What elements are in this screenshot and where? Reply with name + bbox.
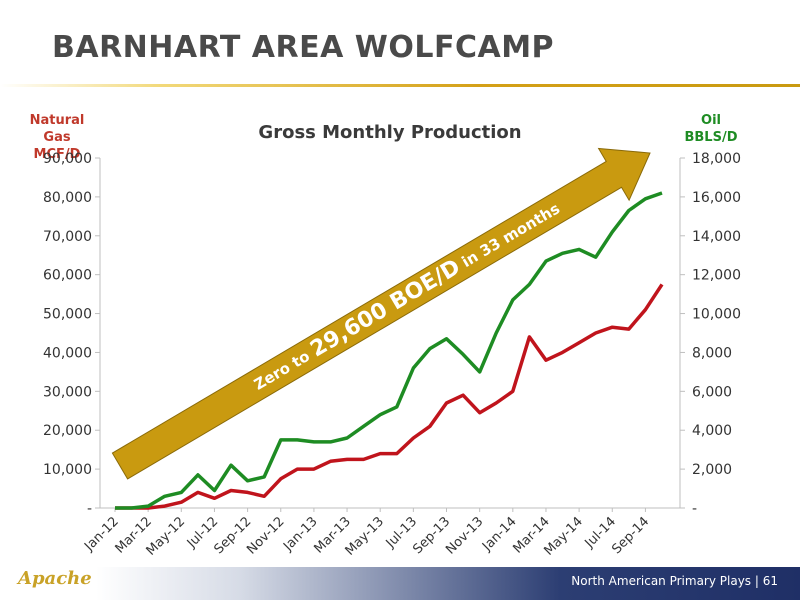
right-tick-label: 16,000 xyxy=(692,190,741,206)
chart-axes xyxy=(95,157,685,512)
chart-title: Gross Monthly Production xyxy=(258,122,522,143)
growth-arrow-annotation: Zero to 29,600 BOE/D in 33 months xyxy=(111,147,651,480)
left-tick-label: 90,000 xyxy=(43,151,92,167)
left-tick-label: - xyxy=(87,501,92,517)
right-tick-label: - xyxy=(692,501,697,517)
right-tick-label: 2,000 xyxy=(692,462,732,478)
x-tick-label: Sep-14 xyxy=(609,514,652,557)
left-tick-label: 20,000 xyxy=(43,423,92,439)
left-tick-label: 40,000 xyxy=(43,345,92,361)
x-tick-label: Nov-12 xyxy=(244,514,287,557)
left-axis-title: Natural Gas MCF/D xyxy=(18,112,96,163)
annotation-value: 29,600 BOE/D xyxy=(306,255,465,363)
right-tick-label: 4,000 xyxy=(692,423,732,439)
right-tick-label: 8,000 xyxy=(692,345,732,361)
x-tick-label: Nov-13 xyxy=(443,514,486,557)
oil-series-line xyxy=(115,191,663,510)
growth-arrow xyxy=(111,147,651,480)
left-tick-label: 80,000 xyxy=(43,190,92,206)
right-tick-label: 18,000 xyxy=(692,151,741,167)
right-tick-label: 12,000 xyxy=(692,268,741,284)
footer-text: North American Primary Plays | 61 xyxy=(571,574,778,588)
chart-series xyxy=(115,191,664,510)
right-axis-title-line1: Oil xyxy=(701,113,721,128)
left-tick-label: 50,000 xyxy=(43,307,92,323)
apache-logo: Apache xyxy=(18,568,92,589)
left-tick-label: 30,000 xyxy=(43,384,92,400)
right-axis-title: Oil BBLS/D xyxy=(676,112,746,146)
left-axis-title-line1: Natural Gas xyxy=(29,113,85,145)
left-axis-title-line2: MCF/D xyxy=(33,147,81,162)
slide-title: BARNHART AREA WOLFCAMP xyxy=(52,30,555,65)
title-divider xyxy=(0,84,800,87)
right-tick-label: 14,000 xyxy=(692,229,741,245)
footer-bar xyxy=(0,567,800,600)
left-tick-label: 60,000 xyxy=(43,268,92,284)
right-axis-title-line2: BBLS/D xyxy=(684,130,738,145)
right-tick-label: 10,000 xyxy=(692,307,741,323)
chart-tick-labels: - 10,000 20,000 30,000 40,000 50,000 60,000 70,… xyxy=(43,151,741,559)
natural-gas-series-line xyxy=(115,283,664,510)
left-tick-label: 70,000 xyxy=(43,229,92,245)
right-tick-label: 6,000 xyxy=(692,384,732,400)
left-tick-label: 10,000 xyxy=(43,462,92,478)
